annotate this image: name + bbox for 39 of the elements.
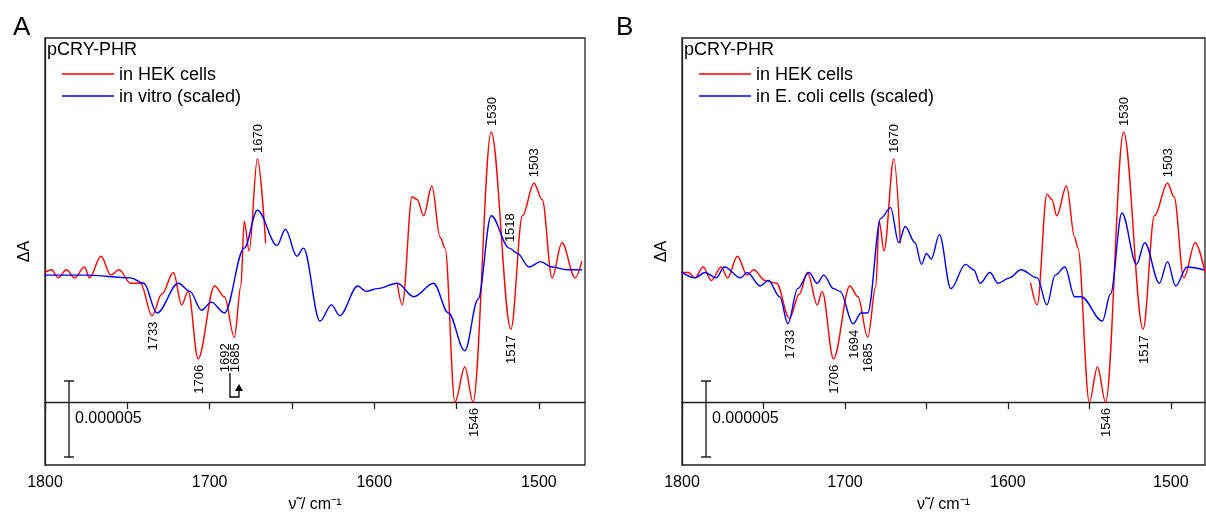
annotation: 1503 <box>526 148 542 178</box>
x-tick-label: 1800 <box>664 472 700 490</box>
annotation: 1530 <box>483 97 499 126</box>
x-tick-label: 1800 <box>27 472 63 490</box>
legend-label: in HEK cells <box>119 64 217 84</box>
legend-title: pCRY-PHR <box>47 39 138 59</box>
x-tick-label: 1500 <box>521 472 557 490</box>
annotation: 1733 <box>782 329 798 359</box>
legend-label: in E. coli cells (scaled) <box>756 86 935 106</box>
annotation: 1517 <box>1135 335 1151 365</box>
annotation: 1530 <box>1116 97 1132 126</box>
legend-label: in vitro (scaled) <box>119 86 242 106</box>
annotation: 1546 <box>465 408 481 437</box>
x-tick-label: 1700 <box>191 472 228 490</box>
annotation: 1503 <box>1160 148 1176 178</box>
annotation: 1685 <box>860 343 876 373</box>
annotation: 1670 <box>886 124 902 153</box>
annotation: 1706 <box>826 364 842 394</box>
y-axis-title: ΔA <box>14 240 32 263</box>
chart-title: A <box>13 11 31 41</box>
x-axis-title: ν̃ / cm⁻¹ <box>288 494 342 512</box>
annotation: 1518 <box>501 213 517 243</box>
annotation: 1694 <box>845 329 861 359</box>
chart-title: B <box>616 11 634 41</box>
x-tick-label: 1600 <box>990 472 1026 490</box>
text: 0.000005 <box>712 408 779 426</box>
x-axis-title: ν̃ / cm⁻¹ <box>917 494 970 512</box>
legend-label: in HEK cells <box>756 64 854 84</box>
text: 0.000005 <box>75 408 142 426</box>
annotation: 1706 <box>190 364 206 394</box>
legend-title: pCRY-PHR <box>684 39 775 59</box>
x-tick-label: 1500 <box>1152 472 1189 490</box>
annotation: 1733 <box>144 321 160 351</box>
annotation: 1546 <box>1098 408 1114 437</box>
annotation: 1517 <box>503 335 519 365</box>
x-tick-label: 1600 <box>356 472 393 490</box>
annotation: 1670 <box>249 124 265 153</box>
y-axis-title: ΔA <box>651 240 669 263</box>
x-tick-label: 1700 <box>827 472 863 490</box>
